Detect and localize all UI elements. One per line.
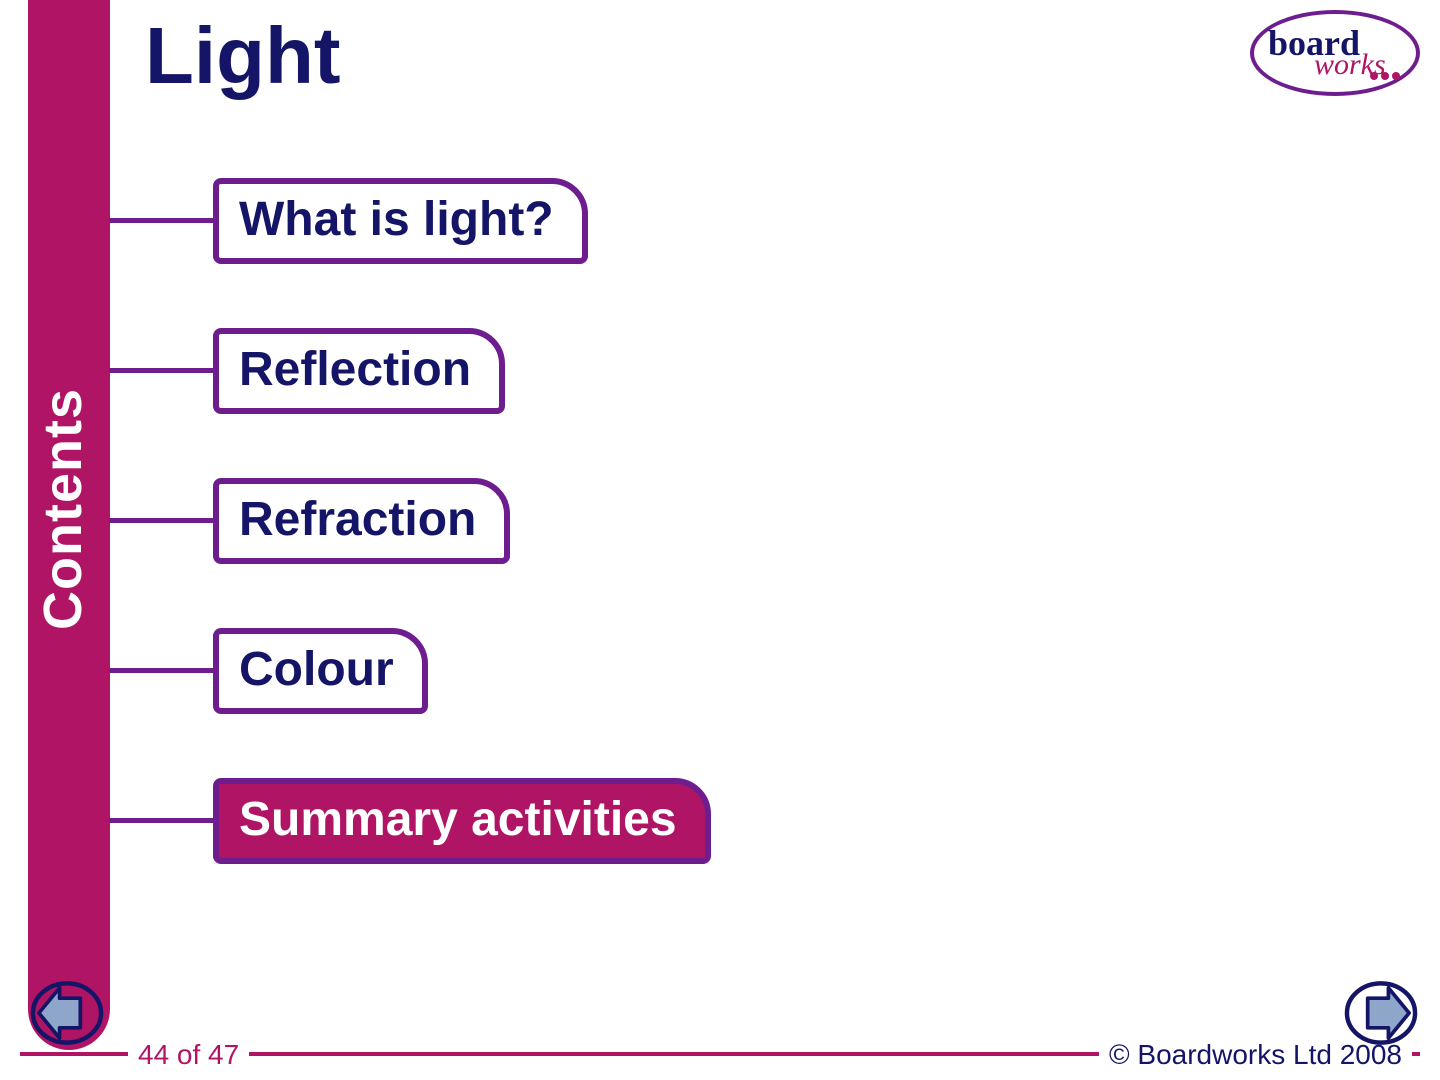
boardworks-logo: board works	[1250, 10, 1420, 100]
menu-item-label: Summary activities	[239, 793, 677, 846]
connector-line	[109, 518, 214, 523]
menu-item-reflection[interactable]: Reflection	[213, 328, 505, 414]
menu-item-summary-activities[interactable]: Summary activities	[213, 778, 711, 864]
menu-item-label: Refraction	[239, 493, 476, 546]
menu-item-label: Reflection	[239, 343, 471, 396]
connector-line	[109, 668, 214, 673]
contents-label: Contents	[32, 388, 94, 630]
next-arrow-button[interactable]	[1344, 976, 1418, 1050]
menu-item-label: What is light?	[239, 193, 554, 246]
menu-item-colour[interactable]: Colour	[213, 628, 428, 714]
page-title: Light	[145, 10, 340, 102]
arrow-left-icon	[30, 976, 104, 1050]
connector-line	[109, 218, 214, 223]
logo-dots-icon	[1370, 72, 1400, 80]
contents-sidebar: Contents	[28, 0, 110, 1050]
menu-item-what-is-light[interactable]: What is light?	[213, 178, 588, 264]
connector-line	[109, 368, 214, 373]
connector-line	[109, 818, 214, 823]
prev-arrow-button[interactable]	[30, 976, 104, 1050]
arrow-right-icon	[1344, 976, 1418, 1050]
menu-item-refraction[interactable]: Refraction	[213, 478, 510, 564]
page-counter: 44 of 47	[128, 1039, 249, 1071]
menu-item-label: Colour	[239, 643, 394, 696]
